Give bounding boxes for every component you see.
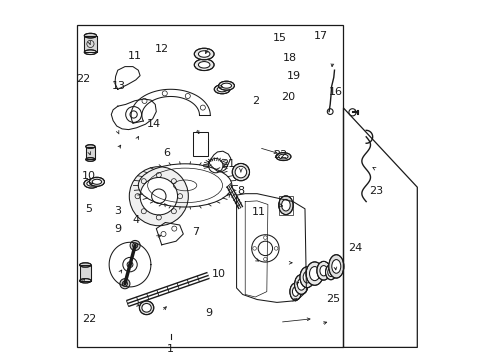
Ellipse shape — [85, 158, 95, 161]
Text: 11: 11 — [251, 207, 265, 217]
Ellipse shape — [235, 166, 246, 178]
Circle shape — [122, 281, 127, 286]
Text: 19: 19 — [286, 71, 300, 81]
Text: 3: 3 — [114, 206, 121, 216]
Ellipse shape — [194, 48, 214, 60]
Ellipse shape — [214, 85, 230, 94]
Ellipse shape — [87, 181, 96, 186]
Circle shape — [120, 279, 130, 289]
Ellipse shape — [232, 163, 249, 181]
Text: 9: 9 — [204, 308, 212, 318]
Ellipse shape — [84, 179, 99, 188]
Ellipse shape — [292, 287, 298, 296]
Text: 22: 22 — [76, 74, 90, 84]
Ellipse shape — [327, 268, 333, 276]
Text: 8: 8 — [237, 186, 244, 196]
Text: 10: 10 — [82, 171, 96, 181]
Ellipse shape — [331, 260, 340, 273]
Ellipse shape — [319, 266, 327, 276]
Bar — [77, 25, 343, 347]
Circle shape — [140, 177, 177, 215]
Ellipse shape — [221, 83, 231, 88]
Circle shape — [130, 240, 140, 251]
Ellipse shape — [198, 62, 209, 68]
Ellipse shape — [278, 196, 292, 215]
Circle shape — [132, 243, 138, 248]
Ellipse shape — [325, 265, 336, 280]
Bar — [84, 36, 96, 52]
Text: 17: 17 — [313, 31, 327, 41]
Text: 23: 23 — [368, 186, 382, 196]
Text: 7: 7 — [192, 227, 199, 237]
Ellipse shape — [299, 267, 314, 288]
Bar — [278, 196, 292, 215]
Text: 12: 12 — [154, 44, 168, 54]
Ellipse shape — [92, 179, 102, 184]
Ellipse shape — [80, 263, 91, 267]
Text: 4: 4 — [133, 215, 140, 225]
Bar — [84, 36, 96, 52]
Ellipse shape — [281, 199, 289, 211]
Text: 15: 15 — [272, 33, 286, 43]
Bar — [192, 132, 208, 156]
Text: 18: 18 — [283, 53, 297, 63]
Text: 16: 16 — [328, 87, 342, 97]
Ellipse shape — [198, 51, 209, 57]
Ellipse shape — [275, 153, 290, 161]
Ellipse shape — [142, 303, 151, 312]
Ellipse shape — [278, 154, 287, 159]
Text: 6: 6 — [163, 148, 170, 158]
Bar — [80, 265, 91, 281]
Text: 5: 5 — [85, 204, 92, 214]
Ellipse shape — [316, 261, 330, 280]
Ellipse shape — [309, 266, 319, 281]
Ellipse shape — [89, 177, 104, 186]
Bar — [85, 147, 95, 159]
Circle shape — [129, 167, 188, 226]
Bar — [85, 147, 95, 159]
Text: 25: 25 — [325, 294, 339, 304]
Text: 1: 1 — [167, 344, 174, 354]
Text: 9: 9 — [114, 224, 121, 234]
Ellipse shape — [84, 33, 96, 38]
Text: 21: 21 — [221, 159, 235, 169]
Ellipse shape — [85, 145, 95, 148]
Ellipse shape — [305, 262, 323, 285]
Bar — [80, 265, 91, 281]
Text: 11: 11 — [127, 51, 142, 61]
Ellipse shape — [294, 274, 307, 294]
Text: 20: 20 — [281, 92, 295, 102]
Ellipse shape — [217, 87, 227, 92]
Text: 24: 24 — [347, 243, 362, 253]
Text: 13: 13 — [112, 81, 126, 91]
Ellipse shape — [303, 271, 310, 283]
Ellipse shape — [80, 279, 91, 283]
Ellipse shape — [139, 301, 153, 315]
Ellipse shape — [297, 279, 305, 290]
Text: 10: 10 — [212, 269, 226, 279]
Ellipse shape — [84, 50, 96, 54]
Ellipse shape — [289, 283, 301, 300]
Ellipse shape — [328, 255, 343, 278]
Ellipse shape — [218, 81, 234, 90]
Text: 2: 2 — [251, 96, 258, 106]
Text: 22: 22 — [272, 150, 286, 160]
Ellipse shape — [194, 59, 214, 71]
Text: 14: 14 — [146, 119, 161, 129]
Text: 22: 22 — [81, 314, 96, 324]
